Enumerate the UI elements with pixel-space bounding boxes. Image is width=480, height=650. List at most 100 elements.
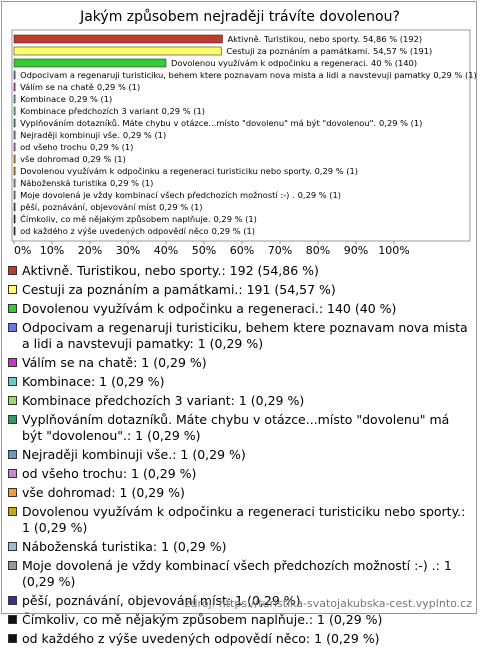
legend: Aktivně. Turistikou, nebo sporty.: 192 (… xyxy=(8,263,468,650)
legend-item: od všeho trochu: 1 (0,29 %) xyxy=(8,466,468,482)
bar-label: Kombinace 0,29 % (1) xyxy=(20,94,112,104)
legend-swatch xyxy=(8,304,17,313)
legend-swatch xyxy=(8,285,17,294)
plot-frame xyxy=(11,29,471,242)
bar-label: pěší, poznávání, objevování míst 0,29 % (… xyxy=(20,202,202,212)
bar-label: Aktivně. Turistikou, nebo sporty. 54,86 %… xyxy=(227,34,422,44)
legend-label: Cestuji za poznáním a památkami.: 191 (5… xyxy=(22,282,336,297)
x-tick-label: 20% xyxy=(78,244,102,257)
x-tick-label: 70% xyxy=(268,244,292,257)
bar-category: Čímkoliv, co mě nějakým způsobem naplňuj… xyxy=(20,213,210,224)
bar xyxy=(13,178,16,188)
legend-item: Cestuji za poznáním a památkami.: 191 (5… xyxy=(8,282,468,298)
bar xyxy=(13,46,222,56)
legend-label: Dovolenou využívám k odpočinku a regener… xyxy=(22,301,397,316)
value-label: 0,29 % (1) xyxy=(90,142,133,152)
bar-label: od všeho trochu 0,29 % (1) xyxy=(20,142,133,152)
legend-label: Nejraději kombinuji vše.: 1 (0,29 %) xyxy=(22,447,246,462)
bar xyxy=(13,190,16,200)
x-tick-label: 80% xyxy=(306,244,330,257)
value-label: 0,29 % (1) xyxy=(214,214,257,224)
legend-label: Moje dovolená je vždy kombinací všech př… xyxy=(22,558,452,589)
bar-label: Cestuji za poznáním a památkami. 54,57 % … xyxy=(226,46,432,56)
legend-item: Moje dovolená je vždy kombinací všech př… xyxy=(8,558,468,590)
legend-item: vše dohromad: 1 (0,29 %) xyxy=(8,485,468,501)
bar xyxy=(13,166,16,176)
bar xyxy=(13,130,16,140)
bar xyxy=(13,214,16,224)
value-label: 0,29 % (1) xyxy=(159,202,202,212)
legend-swatch xyxy=(8,415,17,424)
x-tick-label: 10% xyxy=(40,244,64,257)
value-label: 0,29 % (1) xyxy=(162,106,205,116)
bar-category: Dovolenou využívám k odpočinku a regener… xyxy=(20,166,312,176)
legend-item: Dovolenou využívám k odpočinku a regener… xyxy=(8,301,468,317)
bar-label: Nejraději kombinuji vše. 0,29 % (1) xyxy=(20,130,166,140)
legend-item: Kombinace: 1 (0,29 %) xyxy=(8,374,468,390)
bar xyxy=(13,94,16,104)
value-label: 0,29 % (1) xyxy=(315,166,358,176)
value-label: 0,29 % (1) xyxy=(379,118,422,128)
bar xyxy=(13,142,16,152)
bar-category: Aktivně. Turistikou, nebo sporty. xyxy=(227,34,359,44)
bar-label: Dovolenou využívám k odpočinku a regener… xyxy=(171,58,417,68)
legend-item: Náboženská turistika: 1 (0,29 %) xyxy=(8,539,468,555)
value-label: 0,29 % (1) xyxy=(69,94,112,104)
legend-label: Aktivně. Turistikou, nebo sporty.: 192 (… xyxy=(22,263,319,278)
bar-label: Kombinace předchozích 3 variant 0,29 % (1… xyxy=(20,106,205,116)
bar xyxy=(13,154,16,164)
legend-swatch xyxy=(8,266,17,275)
bar-label: Dovolenou využívám k odpočinku a regener… xyxy=(20,166,358,176)
value-label: 54,57 % (191) xyxy=(373,46,432,56)
x-tick-label: 60% xyxy=(230,244,254,257)
bar-category: Válím se na chatě xyxy=(20,82,94,92)
bar xyxy=(13,226,16,236)
bar-label: Moje dovolená je vždy kombinací všech př… xyxy=(20,190,341,200)
legend-item: Kombinace předchozích 3 variant: 1 (0,29… xyxy=(8,393,468,409)
bar-category: Vyplňováním dotazníků. Máte chybu v otáz… xyxy=(20,118,376,128)
x-tick-label: 40% xyxy=(154,244,178,257)
x-tick-label: 30% xyxy=(116,244,140,257)
value-label: 0,29 % (1) xyxy=(212,226,255,236)
chart: Jakým způsobem nejraději trávíte dovolen… xyxy=(11,9,477,257)
legend-item: od každého z výše uvedených odpovědí něc… xyxy=(8,631,468,647)
legend-label: Válím se na chatě: 1 (0,29 %) xyxy=(22,355,207,370)
bar xyxy=(13,34,223,44)
legend-item: Odpocivam a regenaruji turisticiku, behe… xyxy=(8,320,468,352)
bar-category: Kombinace předchozích 3 variant xyxy=(20,106,159,116)
value-label: 0,29 % (1) xyxy=(123,130,166,140)
bar xyxy=(13,70,16,80)
bar-label: Válím se na chatě 0,29 % (1) xyxy=(20,82,140,92)
legend-item: Aktivně. Turistikou, nebo sporty.: 192 (… xyxy=(8,263,468,279)
value-label: 0,29 % (1) xyxy=(110,178,153,188)
frame xyxy=(1,1,477,614)
legend-label: Dovolenou využívám k odpočinku a regener… xyxy=(22,504,466,535)
bar xyxy=(13,82,16,92)
legend-swatch xyxy=(8,396,17,405)
x-tick-label: 50% xyxy=(192,244,216,257)
legend-label: od všeho trochu: 1 (0,29 %) xyxy=(22,466,197,481)
legend-swatch xyxy=(8,358,17,367)
legend-item: Nejraději kombinuji vše.: 1 (0,29 %) xyxy=(8,447,468,463)
value-label: 0,29 % (1) xyxy=(97,82,140,92)
legend-label: Kombinace předchozích 3 variant: 1 (0,29… xyxy=(22,393,305,408)
legend-swatch xyxy=(8,323,17,332)
bar-label: vše dohromad 0,29 % (1) xyxy=(20,154,126,164)
bar xyxy=(13,118,16,128)
bar-label: Čímkoliv, co mě nějakým způsobem naplňuj… xyxy=(20,213,257,224)
bar-category: Nejraději kombinuji vše. xyxy=(20,130,120,140)
legend-swatch xyxy=(8,450,17,459)
value-label: 0,29 % (1) xyxy=(82,154,125,164)
bar-category: Dovolenou využívám k odpočinku a regener… xyxy=(171,58,368,68)
bar-label: Náboženská turistika 0,29 % (1) xyxy=(20,178,153,188)
legend-swatch xyxy=(8,469,17,478)
bar-category: pěší, poznávání, objevování míst xyxy=(20,202,157,212)
bar xyxy=(13,202,16,212)
legend-swatch xyxy=(8,488,17,497)
legend-label: pěší, poznávání, objevování míst: 1 (0,2… xyxy=(22,593,301,608)
legend-label: Náboženská turistika: 1 (0,29 %) xyxy=(22,539,227,554)
legend-swatch xyxy=(8,377,17,386)
bar xyxy=(13,106,16,116)
legend-item: Vyplňováním dotazníků. Máte chybu v otáz… xyxy=(8,412,468,444)
bar-category: od každého z výše uvedených odpovědí něc… xyxy=(20,226,208,236)
